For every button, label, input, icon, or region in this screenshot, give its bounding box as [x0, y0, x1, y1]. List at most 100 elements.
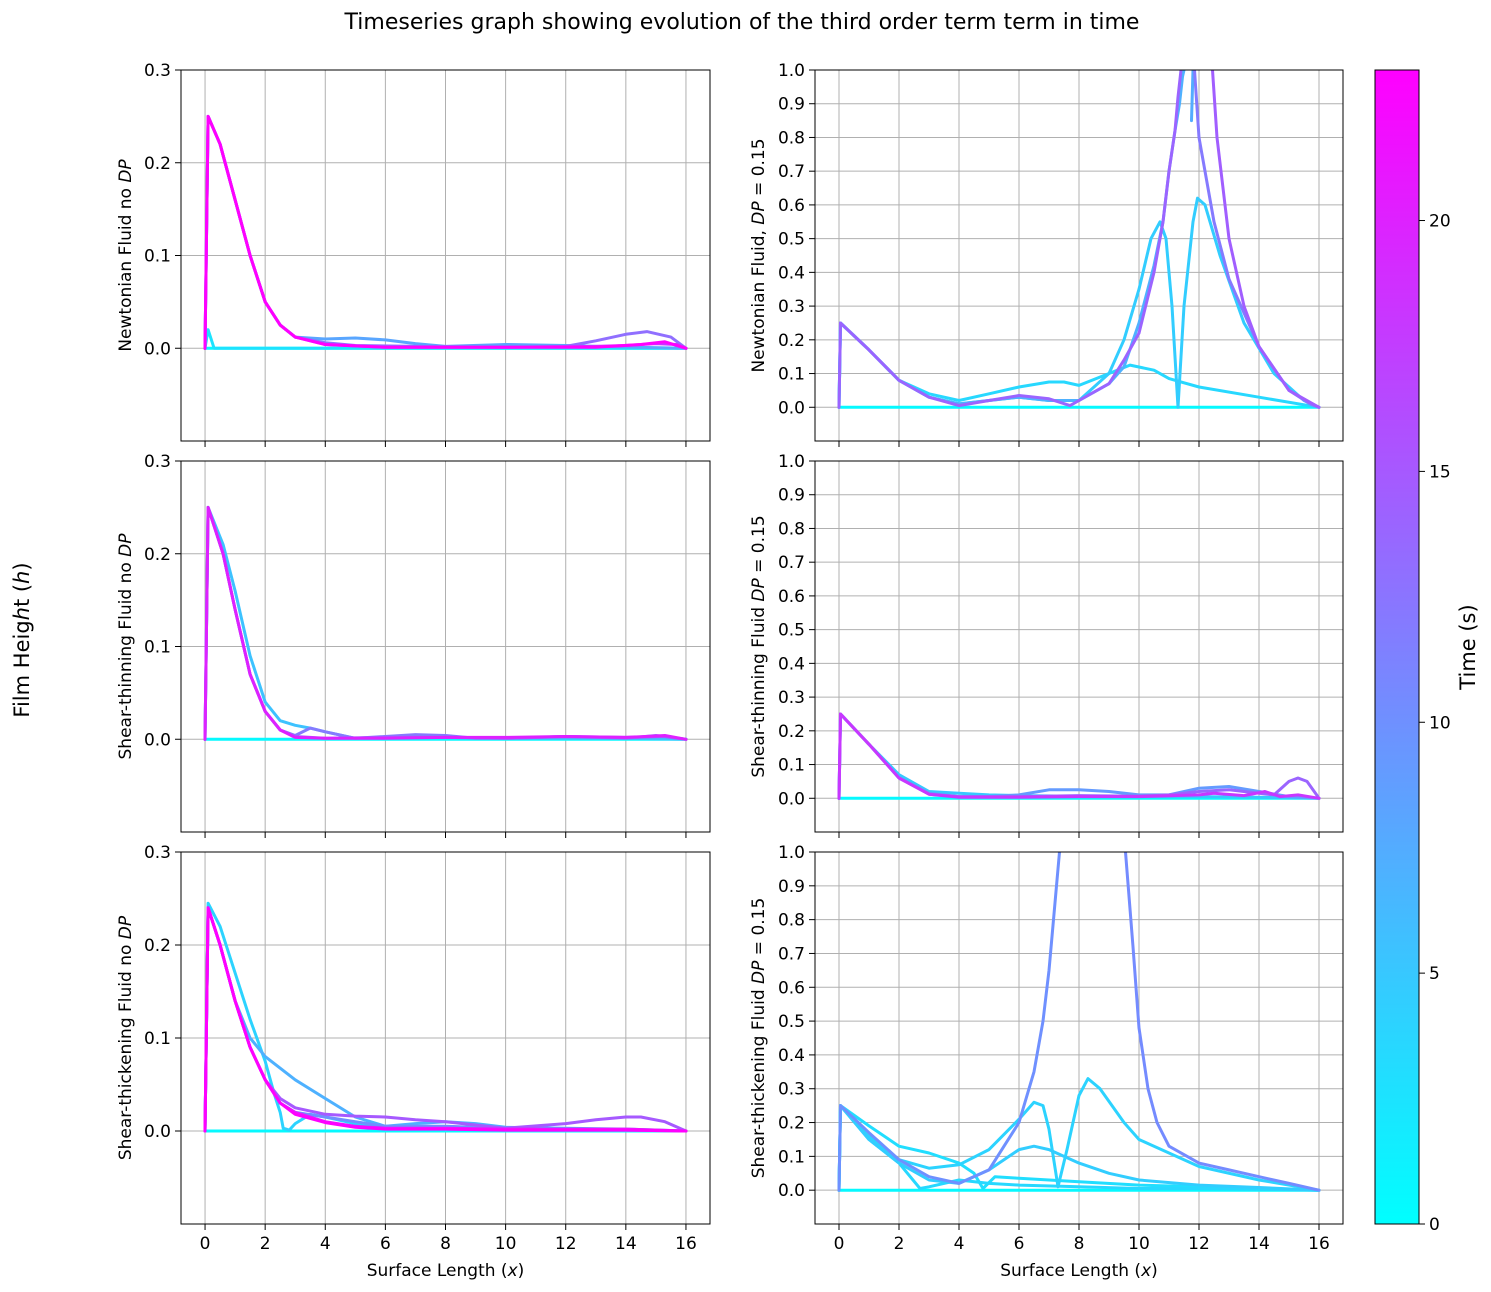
series-line-3	[837, 1077, 1321, 1192]
label-part: Shear-thickening Fluid no	[116, 939, 136, 1160]
panel-row2-left-lines	[203, 505, 688, 741]
label-part: = 0.15	[749, 515, 769, 578]
y-tick-label: 0.1	[778, 1147, 805, 1167]
x-tick-label: 14	[615, 1234, 637, 1254]
panel-row1-right: 0.0 0.1 0.2 0.3 0.4 0.5 0.6 0.7 0.8 0.9 1.0 Newtoni…	[749, 61, 1344, 447]
y-tick-label: 0.0	[144, 339, 171, 359]
series-line-1	[837, 1104, 1321, 1192]
colorbar-tick-label: 5	[1429, 964, 1440, 984]
panel-row3-left-xticks: 0 2 4 6 8 10 12 14 16	[200, 1224, 697, 1254]
y-tick-label: 0.5	[778, 621, 805, 641]
series-line-4	[1190, 70, 1195, 123]
y-tick-label: 0.2	[778, 331, 805, 351]
panel-row2-right-ylabel: Shear-thinning Fluid DP = 0.15	[749, 515, 769, 777]
x-tick-label: 2	[894, 1234, 905, 1254]
y-tick-label: 0.4	[778, 654, 805, 674]
y-tick-label: 0.3	[778, 1080, 805, 1100]
series-line-3	[837, 70, 1186, 409]
label-part: )	[1151, 1261, 1158, 1281]
series-line-5	[1192, 70, 1321, 409]
y-tick-label: 0.6	[778, 978, 805, 998]
x-tick-label: 10	[1128, 1234, 1150, 1254]
x-tick-label: 4	[954, 1234, 965, 1254]
x-tick-label: 0	[834, 1234, 845, 1254]
y-tick-label: 0.3	[778, 297, 805, 317]
panel-row1-right-grid	[815, 69, 1343, 441]
y-tick-label: 0.3	[144, 61, 171, 81]
y-tick-label: 0.2	[144, 545, 171, 565]
panel-row3-right: 0 2 4 6 8 10 12 14 16 0.0 0.1 0.2 0.3 0.4 0.5 0.6 0.7 0.8…	[749, 843, 1344, 1281]
panel-row2-right-grid	[815, 460, 1343, 832]
y-tick-label: 0.0	[778, 1181, 805, 1201]
colorbar-label: Time (s)	[1456, 604, 1480, 690]
series-line-5	[837, 852, 1062, 1192]
y-tick-label: 0.0	[778, 398, 805, 418]
label-part: h	[10, 571, 34, 584]
panel-row1-left-ylabel: Newtonian Fluid no DP	[116, 159, 136, 352]
panel-row2-left: 0.0 0.1 0.2 0.3 Shear-thinning Fluid no DP	[116, 452, 711, 838]
x-tick-label: 16	[1308, 1234, 1330, 1254]
panel-row1-left: 0.0 0.1 0.2 0.3 Newtonian Fluid no DP	[116, 61, 711, 447]
label-part: DP	[116, 159, 136, 183]
series-line-4	[203, 505, 688, 741]
label-part: )	[518, 1261, 525, 1281]
series-line-6	[203, 906, 688, 1133]
label-part: DP	[116, 533, 136, 557]
colorbar: 0 5 10 15 20 Time (s)	[1374, 69, 1480, 1235]
y-tick-label: 1.0	[778, 452, 805, 472]
panel-row2-right: 0.0 0.1 0.2 0.3 0.4 0.5 0.6 0.7 0.8 0.9 1.0 Shear-t…	[749, 452, 1344, 838]
panel-row3-left-lines	[203, 901, 688, 1133]
y-tick-label: 0.2	[144, 936, 171, 956]
panel-row3-right-xticks: 0 2 4 6 8 10 12 14 16	[834, 1224, 1330, 1254]
label-part: h	[10, 607, 34, 620]
y-tick-label: 0.8	[778, 911, 805, 931]
x-tick-label: 4	[320, 1234, 331, 1254]
colorbar-gradient	[1374, 69, 1420, 1225]
panel-row1-left-yticks: 0.0 0.1 0.2 0.3	[144, 61, 181, 359]
y-tick-label: 0.1	[144, 638, 171, 658]
panel-row1-right-yticks: 0.0 0.1 0.2 0.3 0.4 0.5 0.6 0.7 0.8 0.9 1.0	[778, 61, 815, 418]
panel-row2-right-xticks	[838, 832, 1320, 838]
x-tick-label: 14	[1248, 1234, 1270, 1254]
panel-row3-right-yticks: 0.0 0.1 0.2 0.3 0.4 0.5 0.6 0.7 0.8 0.9 1.0	[778, 843, 815, 1201]
label-part: x	[1140, 1261, 1152, 1281]
label-part: DP	[749, 960, 769, 984]
y-tick-label: 0.1	[778, 756, 805, 776]
panel-row2-right-yticks: 0.0 0.1 0.2 0.3 0.4 0.5 0.6 0.7 0.8 0.9 1.0	[778, 452, 815, 809]
series-line-6	[1123, 852, 1321, 1192]
colorbar-tick-label: 0	[1429, 1215, 1440, 1235]
series-line-4	[837, 1104, 1321, 1192]
y-tick-label: 0.3	[144, 843, 171, 863]
label-part: DP	[749, 577, 769, 601]
colorbar-ticks: 0 5 10 15 20	[1419, 212, 1451, 1235]
x-tick-label: 10	[495, 1234, 517, 1254]
panel-row3-right-xlabel: Surface Length (x)	[1000, 1261, 1158, 1281]
label-part: x	[507, 1261, 519, 1281]
x-tick-label: 12	[555, 1234, 577, 1254]
y-tick-label: 0.8	[778, 128, 805, 148]
y-tick-label: 0.9	[778, 486, 805, 506]
y-tick-label: 0.7	[778, 944, 805, 964]
y-tick-label: 0.8	[778, 519, 805, 539]
panel-row1-left-xticks	[204, 441, 687, 447]
panel-row2-left-yticks: 0.0 0.1 0.2 0.3	[144, 452, 181, 750]
panel-row1-right-lines	[837, 70, 1321, 409]
figure-title: Timeseries graph showing evolution of th…	[344, 10, 1140, 35]
y-tick-label: 0.4	[778, 263, 805, 283]
panel-row3-right-lines	[837, 852, 1321, 1192]
series-line-4	[837, 712, 1321, 800]
y-tick-label: 0.9	[778, 95, 805, 115]
panel-row1-right-xticks	[838, 441, 1320, 447]
label-part: Surface Length (	[367, 1261, 508, 1281]
label-part: )	[10, 562, 34, 570]
label-part: Shear-thickening Fluid	[749, 984, 769, 1178]
panel-row2-left-grid	[181, 460, 710, 832]
panel-row3-left-grid	[181, 851, 710, 1224]
x-tick-label: 8	[440, 1234, 451, 1254]
x-tick-label: 6	[1014, 1234, 1025, 1254]
panel-row1-left-lines	[203, 114, 688, 350]
panel-row3-left-yticks: 0.0 0.1 0.2 0.3	[144, 843, 181, 1142]
panel-row2-left-ylabel: Shear-thinning Fluid no DP	[116, 533, 136, 760]
